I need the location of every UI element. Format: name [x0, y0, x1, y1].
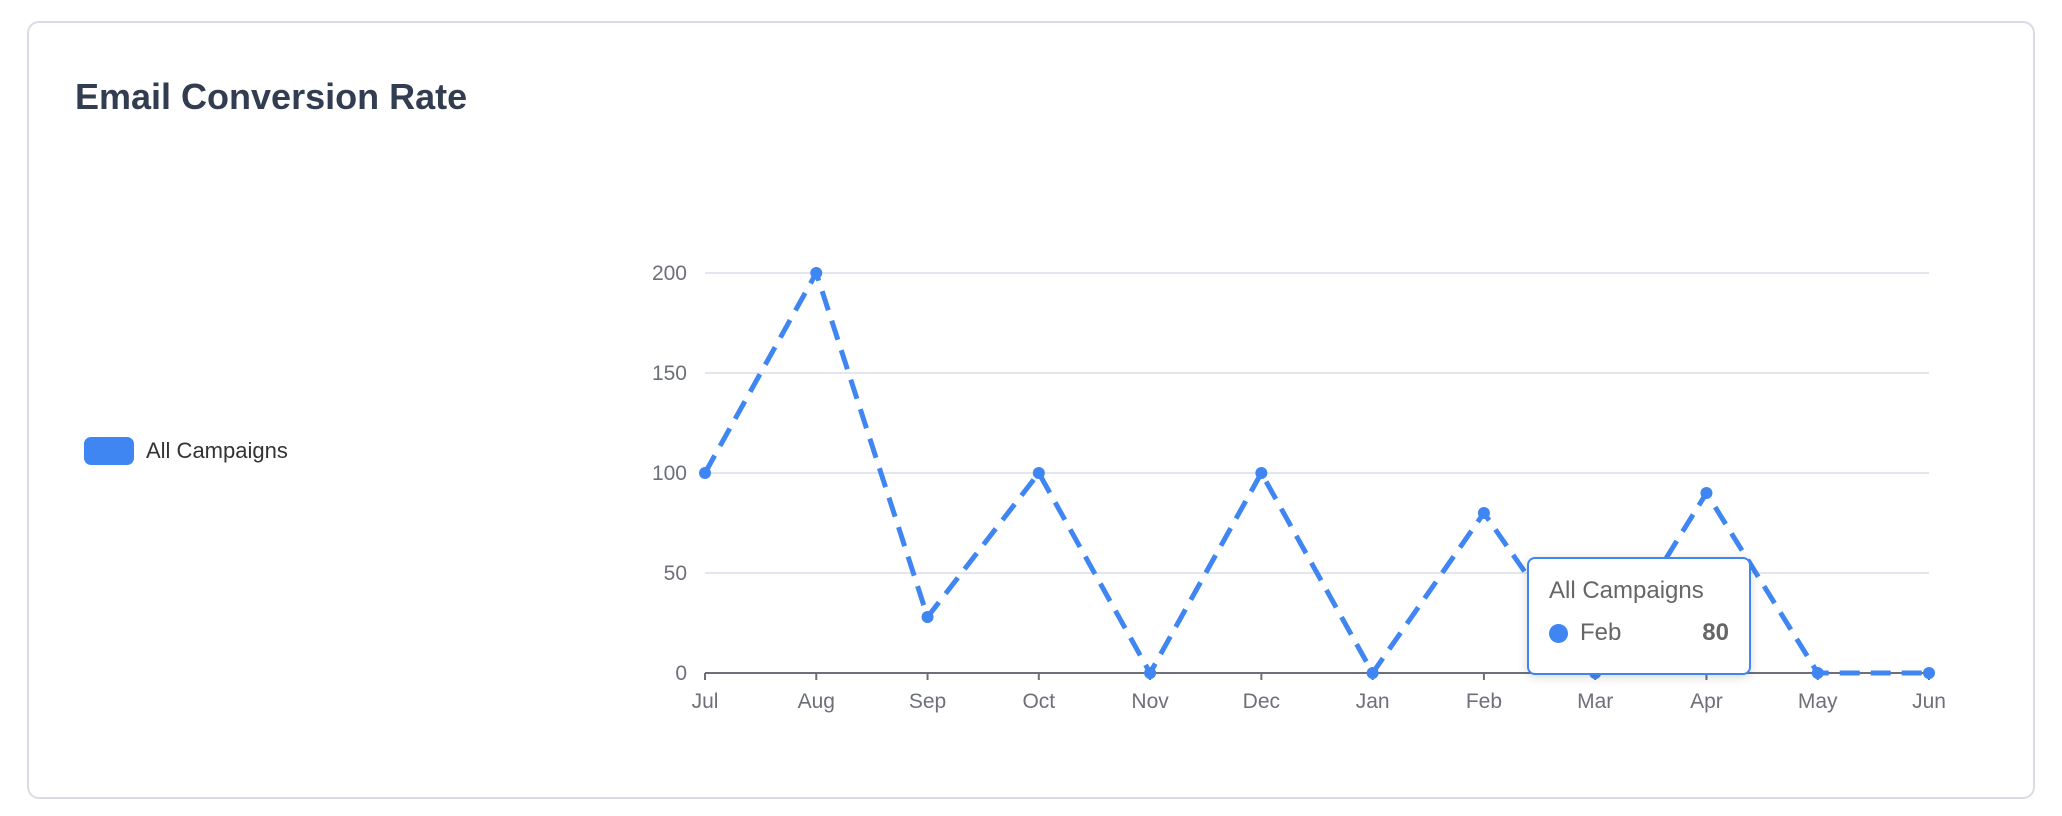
- x-tick-label: Jan: [1356, 690, 1390, 713]
- x-tick-label: Mar: [1577, 690, 1613, 713]
- tooltip-title: All Campaigns: [1549, 577, 1704, 604]
- y-tick-label: 200: [652, 262, 687, 285]
- data-point: [1923, 667, 1935, 679]
- legend-swatch: [84, 437, 134, 465]
- x-tick-label: Aug: [798, 690, 835, 713]
- x-tick-label: Jul: [692, 690, 719, 713]
- x-tick-label: Apr: [1690, 690, 1723, 713]
- x-tick-label: Jun: [1912, 690, 1946, 713]
- y-tick-label: 0: [675, 662, 687, 685]
- x-tick-label: May: [1798, 690, 1838, 713]
- tooltip-value: 80: [1702, 619, 1729, 646]
- data-point: [1366, 667, 1379, 679]
- tooltip: All Campaigns Feb 80: [1527, 557, 1751, 675]
- y-tick-label: 50: [664, 562, 687, 585]
- data-point: [1032, 467, 1045, 479]
- data-point: [1255, 467, 1268, 479]
- tooltip-series-dot: [1549, 623, 1568, 643]
- legend-item-all-campaigns[interactable]: All Campaigns: [84, 437, 288, 465]
- data-point: [1144, 667, 1157, 679]
- legend-label: All Campaigns: [146, 438, 288, 463]
- y-tick-label: 100: [652, 462, 687, 485]
- x-tick-label: Dec: [1243, 690, 1280, 713]
- x-tick-label: Feb: [1466, 690, 1502, 713]
- tooltip-label: Feb: [1580, 619, 1622, 646]
- x-tick-label: Nov: [1131, 690, 1169, 713]
- series-line: [702, 270, 1929, 676]
- data-point: [810, 267, 823, 279]
- chart-title: Email Conversion Rate: [75, 76, 468, 117]
- data-point: [921, 611, 934, 623]
- data-point: [1811, 667, 1824, 679]
- y-tick-label: 150: [652, 362, 687, 385]
- x-tick-label: Oct: [1022, 690, 1055, 713]
- data-point: [699, 467, 711, 479]
- x-tick-label: Sep: [909, 690, 946, 713]
- data-point: [1477, 507, 1490, 519]
- data-point: [1700, 487, 1713, 499]
